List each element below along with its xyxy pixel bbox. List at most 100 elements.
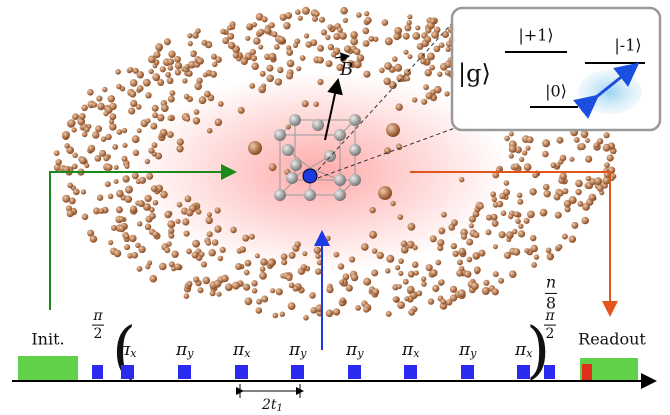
spin bbox=[220, 247, 226, 253]
spin bbox=[238, 107, 245, 114]
spin bbox=[266, 75, 274, 83]
spin bbox=[137, 85, 144, 92]
spin bbox=[509, 145, 517, 153]
pulse-label: πy bbox=[175, 340, 194, 361]
spin bbox=[82, 214, 89, 221]
spin bbox=[459, 177, 464, 182]
spin bbox=[187, 33, 192, 38]
spin bbox=[421, 276, 426, 281]
spin bbox=[390, 201, 395, 206]
spin bbox=[152, 105, 159, 112]
spin bbox=[164, 38, 171, 45]
spin bbox=[321, 29, 327, 35]
spin bbox=[518, 230, 525, 237]
atom bbox=[334, 174, 346, 186]
spin bbox=[424, 36, 431, 43]
atom bbox=[349, 114, 361, 126]
spin bbox=[302, 251, 307, 256]
spin bbox=[363, 278, 371, 286]
spin bbox=[603, 144, 611, 152]
init-label: Init. bbox=[31, 330, 64, 349]
spin bbox=[161, 104, 169, 112]
spin bbox=[531, 262, 537, 268]
fraction-den: 2 bbox=[546, 326, 555, 342]
spin bbox=[185, 195, 192, 202]
spin bbox=[302, 7, 310, 15]
spin bbox=[199, 252, 205, 258]
spin bbox=[274, 44, 280, 50]
spin bbox=[430, 269, 437, 276]
spin bbox=[114, 165, 119, 170]
spin bbox=[216, 292, 221, 297]
spin bbox=[569, 157, 574, 162]
spin bbox=[557, 244, 563, 250]
spin bbox=[408, 223, 416, 231]
spin bbox=[457, 259, 463, 265]
spin bbox=[269, 22, 275, 28]
spin bbox=[151, 185, 158, 192]
spin bbox=[437, 239, 444, 246]
spin bbox=[186, 281, 192, 287]
spin bbox=[369, 207, 375, 213]
spin bbox=[283, 22, 290, 29]
spin bbox=[394, 64, 402, 72]
spin bbox=[435, 260, 441, 266]
spin bbox=[185, 116, 190, 121]
spin bbox=[269, 53, 276, 60]
spin bbox=[542, 151, 549, 158]
spin bbox=[81, 105, 88, 112]
spin bbox=[371, 269, 378, 276]
spin bbox=[509, 270, 517, 278]
spin bbox=[114, 250, 122, 258]
spin bbox=[483, 280, 489, 286]
atom bbox=[286, 172, 298, 184]
spin bbox=[215, 207, 221, 213]
spin bbox=[201, 261, 207, 267]
spin bbox=[116, 190, 124, 198]
spin bbox=[239, 246, 246, 253]
spin bbox=[287, 60, 295, 68]
spin bbox=[184, 94, 190, 100]
spin bbox=[393, 296, 399, 302]
spin bbox=[432, 285, 439, 292]
spin bbox=[242, 235, 249, 242]
spin bbox=[114, 179, 119, 184]
spin bbox=[286, 275, 292, 281]
spin bbox=[87, 89, 94, 96]
spin bbox=[117, 129, 123, 135]
spin bbox=[124, 233, 130, 239]
spin bbox=[198, 287, 204, 293]
spin bbox=[72, 153, 78, 159]
level-label: |-1⟩ bbox=[614, 36, 641, 55]
spin bbox=[585, 138, 590, 143]
spin bbox=[221, 275, 229, 283]
spin bbox=[398, 271, 403, 276]
spin bbox=[207, 212, 212, 217]
spin bbox=[434, 46, 441, 53]
spin bbox=[152, 231, 158, 237]
spin bbox=[564, 200, 572, 208]
spin bbox=[403, 279, 409, 285]
spin bbox=[560, 155, 567, 162]
spin bbox=[184, 64, 189, 69]
pulse-label: πy bbox=[288, 340, 307, 361]
spin bbox=[167, 116, 172, 121]
spin bbox=[286, 73, 293, 80]
spin bbox=[339, 32, 347, 40]
spin bbox=[293, 43, 298, 48]
spin bbox=[149, 213, 156, 220]
spin bbox=[214, 225, 221, 232]
spin bbox=[513, 248, 521, 256]
spin bbox=[482, 287, 490, 295]
spin bbox=[579, 143, 586, 150]
spin bbox=[517, 193, 523, 199]
spin bbox=[105, 181, 111, 187]
spin bbox=[555, 212, 562, 219]
spin bbox=[251, 280, 257, 286]
spin bbox=[145, 159, 150, 164]
spin bbox=[408, 54, 413, 59]
spin bbox=[116, 84, 122, 90]
pulse-symbol: π bbox=[514, 340, 527, 360]
spin bbox=[118, 225, 125, 232]
spin bbox=[233, 52, 239, 58]
